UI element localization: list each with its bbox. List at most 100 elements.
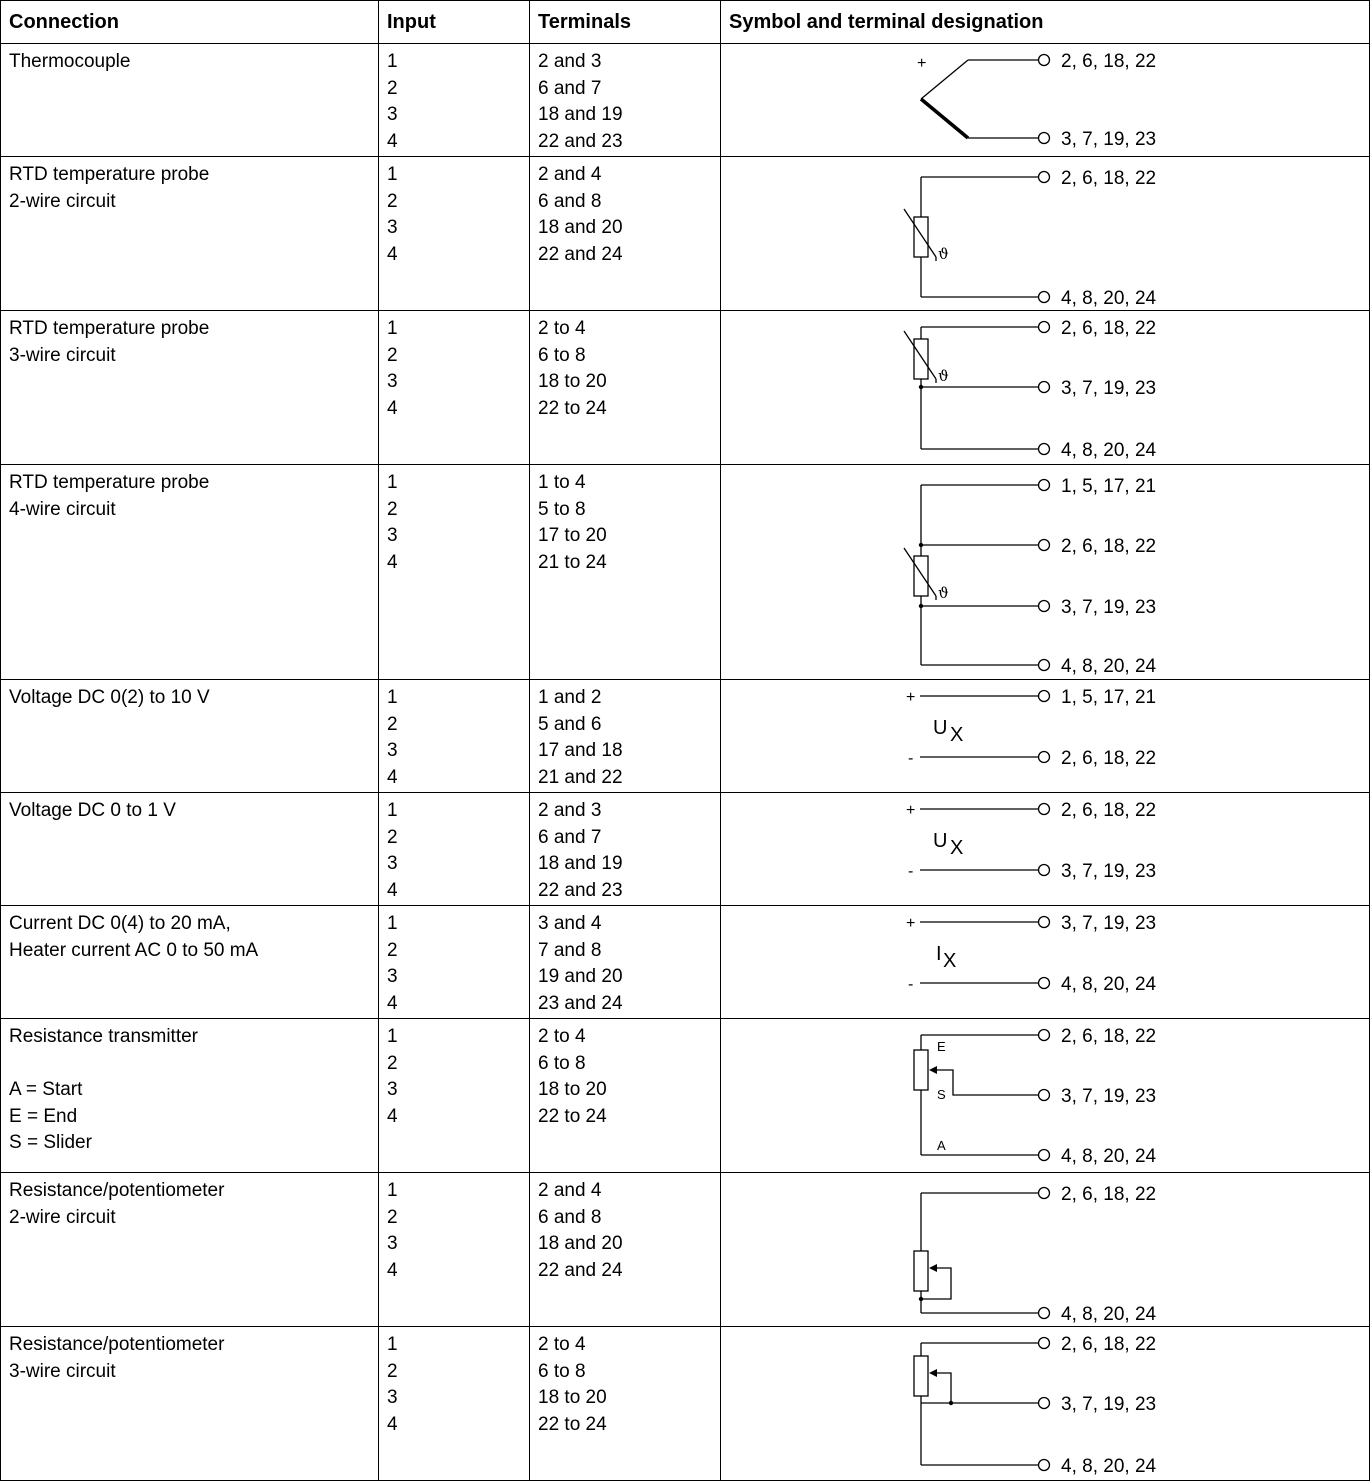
connection-cell: Resistance/potentiometer 3-wire circuit bbox=[0, 1326, 379, 1481]
terminals-cell-line: 5 to 8 bbox=[538, 498, 586, 520]
input-cell-line: 1 bbox=[387, 1180, 398, 1201]
terminal-circle-icon bbox=[1037, 1306, 1051, 1320]
input-cell-line: 3 bbox=[387, 104, 398, 125]
terminal-designation: 4, 8, 20, 24 bbox=[1061, 1304, 1157, 1325]
terminals-cell-line: 2 and 3 bbox=[538, 51, 602, 72]
connection-cell: RTD temperature probe 3-wire circuit bbox=[0, 310, 379, 465]
symbol-cell: + - U X 2, 6, 18, 22 3, 7, 19, 23 bbox=[720, 792, 1370, 906]
connection-cell-line: Thermocouple bbox=[9, 51, 131, 72]
rtd-diagonal-line bbox=[903, 208, 937, 258]
terminal-designation: 1, 5, 17, 21 bbox=[1061, 476, 1156, 497]
minus-sign: - bbox=[908, 863, 913, 880]
theta-symbol: ϑ bbox=[938, 245, 949, 263]
terminals-cell-line: 17 and 18 bbox=[538, 740, 623, 761]
header-symbol: Symbol and terminal designation bbox=[720, 0, 1370, 44]
circuit-symbol: E S A 2, 6, 18, 22 3, 7, 19, 23 4, 8, 20, 24 bbox=[913, 1026, 1157, 1167]
resistor-icon bbox=[913, 1049, 929, 1091]
terminals-cell-line: 2 to 4 bbox=[538, 1026, 586, 1047]
terminals-cell-line: 5 and 6 bbox=[538, 713, 602, 735]
terminal-circle-icon bbox=[1037, 1088, 1051, 1102]
terminal-circle-icon bbox=[1037, 170, 1051, 184]
terminal-designation: 2, 6, 18, 22 bbox=[1061, 1026, 1156, 1047]
input-cell-line: 1 bbox=[387, 800, 398, 821]
symbol-cell: 2, 6, 18, 22 3, 7, 19, 23 4, 8, 20, 24 bbox=[720, 1326, 1370, 1481]
input-cell-line: 4 bbox=[387, 1413, 398, 1435]
terminals-cell: 1 to 4 5 to 8 17 to 20 21 to 24 bbox=[529, 464, 721, 680]
table-row: RTD temperature probe 2-wire circuit 1 2 3 4 2… bbox=[0, 156, 1370, 311]
table-row: RTD temperature probe 4-wire circuit 1 2 3 4 1… bbox=[0, 464, 1370, 680]
input-cell-line: 1 bbox=[387, 687, 398, 708]
variable-subscript: X bbox=[950, 837, 963, 859]
terminals-cell-line: 3 and 4 bbox=[538, 913, 602, 934]
plus-sign: + bbox=[906, 689, 915, 706]
input-cell-line: 2 bbox=[387, 344, 398, 366]
connection-cell-line: Heater current AC 0 to 50 mA bbox=[9, 939, 259, 961]
input-cell-line: 1 bbox=[387, 1026, 398, 1047]
input-cell-line: 4 bbox=[387, 397, 398, 419]
terminals-cell-line: 6 and 8 bbox=[538, 190, 602, 212]
terminal-circle-icon bbox=[1037, 320, 1051, 334]
terminals-cell-line: 1 and 2 bbox=[538, 687, 602, 708]
input-cell-line: 4 bbox=[387, 243, 398, 265]
terminal-designation: 3, 7, 19, 23 bbox=[1061, 1394, 1156, 1415]
connection-cell-line: Voltage DC 0(2) to 10 V bbox=[9, 687, 210, 708]
table-row: Resistance/potentiometer 3-wire circuit 1 2… bbox=[0, 1326, 1370, 1481]
input-cell-line: 1 bbox=[387, 472, 398, 493]
plus-sign: + bbox=[917, 55, 926, 72]
terminals-cell-line: 18 to 20 bbox=[538, 371, 607, 392]
terminals-cell: 2 to 4 6 to 8 18 to 20 22 to 24 bbox=[529, 1018, 721, 1173]
terminal-designation: 2, 6, 18, 22 bbox=[1061, 748, 1156, 769]
minus-sign: - bbox=[908, 750, 913, 767]
input-cell-line: 4 bbox=[387, 551, 398, 573]
header-terminals: Terminals bbox=[529, 0, 721, 44]
terminal-designation: 4, 8, 20, 24 bbox=[1061, 974, 1157, 995]
terminal-circle-icon bbox=[1037, 863, 1051, 877]
wiper-line bbox=[937, 1069, 1038, 1096]
input-cell-line: 3 bbox=[387, 371, 398, 392]
terminals-cell: 2 to 4 6 to 8 18 to 20 22 to 24 bbox=[529, 1326, 721, 1481]
input-cell-line: 1 bbox=[387, 164, 398, 185]
terminal-circle-icon bbox=[1037, 1396, 1051, 1410]
circuit-symbol: + - I X 3, 7, 19, 23 4, 8, 20, 24 bbox=[906, 913, 1157, 995]
terminals-cell-line: 18 and 19 bbox=[538, 104, 623, 125]
terminals-cell-line: 2 to 4 bbox=[538, 318, 586, 339]
terminals-cell-line: 22 and 23 bbox=[538, 879, 623, 901]
terminal-designation: 2, 6, 18, 22 bbox=[1061, 1334, 1156, 1355]
wiper-line bbox=[921, 1267, 952, 1300]
terminal-circle-icon bbox=[1037, 802, 1051, 816]
wiper-arrow-icon bbox=[929, 1066, 937, 1074]
connection-cell-line: RTD temperature probe bbox=[9, 164, 210, 185]
minus-sign: - bbox=[908, 976, 913, 993]
connection-cell: RTD temperature probe 4-wire circuit bbox=[0, 464, 379, 680]
terminals-cell-line: 6 and 8 bbox=[538, 1206, 602, 1228]
terminals-cell-line: 19 and 20 bbox=[538, 966, 623, 987]
letter-a: A bbox=[937, 1138, 946, 1153]
circuit-symbol: + - U X 2, 6, 18, 22 3, 7, 19, 23 bbox=[906, 800, 1156, 882]
terminals-cell-line: 21 and 22 bbox=[538, 766, 623, 788]
table-row: RTD temperature probe 3-wire circuit 1 2 3 4 2… bbox=[0, 310, 1370, 465]
terminal-circle-icon bbox=[1037, 1336, 1051, 1350]
symbol-cell: 2, 6, 18, 22 4, 8, 20, 24 bbox=[720, 1172, 1370, 1327]
connection-cell-line: 4-wire circuit bbox=[9, 498, 116, 520]
variable-subscript: X bbox=[950, 724, 963, 746]
terminals-cell-line: 6 to 8 bbox=[538, 344, 586, 366]
connection-cell-line: 3-wire circuit bbox=[9, 1360, 116, 1382]
plus-sign: + bbox=[906, 915, 915, 932]
table-row: Voltage DC 0 to 1 V 1 2 3 4 2 and 3 6 and 7 18 … bbox=[0, 792, 1370, 906]
terminals-cell-line: 18 and 20 bbox=[538, 217, 623, 238]
table-row: Resistance transmitter A = Start E = End S… bbox=[0, 1018, 1370, 1173]
input-cell-line: 2 bbox=[387, 713, 398, 735]
input-cell-line: 2 bbox=[387, 498, 398, 520]
rtd-diagonal-line bbox=[903, 547, 937, 597]
terminals-cell-line: 22 to 24 bbox=[538, 397, 607, 419]
symbol-cell: + - I X 3, 7, 19, 23 4, 8, 20, 24 bbox=[720, 905, 1370, 1019]
input-cell-line: 3 bbox=[387, 1387, 398, 1408]
thermocouple-negative-leg bbox=[919, 97, 970, 140]
connection-cell-line: RTD temperature probe bbox=[9, 318, 210, 339]
circuit-symbol: +−2, 6, 18, 223, 7, 19, 23 bbox=[917, 51, 1156, 150]
terminals-cell-line: 6 to 8 bbox=[538, 1360, 586, 1382]
terminals-cell-line: 1 to 4 bbox=[538, 472, 586, 493]
resistor-icon bbox=[913, 1250, 929, 1292]
